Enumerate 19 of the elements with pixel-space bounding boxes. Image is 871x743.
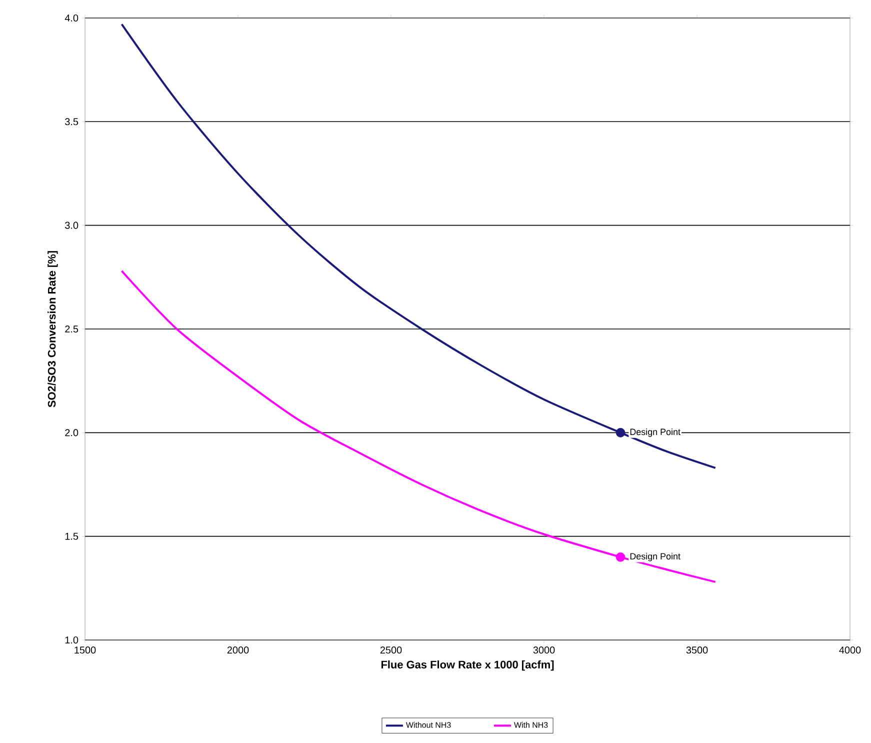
- x-tick-label: 1500: [74, 646, 96, 654]
- x-tick-label: 4000: [839, 646, 861, 654]
- line-series: [120, 23, 716, 469]
- y-tick-label: 1.0: [65, 636, 78, 644]
- x-axis-title: Flue Gas Flow Rate x 1000 [acfm]: [381, 660, 554, 671]
- x-tick-label: 3000: [533, 646, 555, 654]
- x-tick-label: 2500: [380, 646, 402, 654]
- y-tick-label: 4.0: [64, 14, 78, 22]
- y-tick-label: 3.5: [65, 118, 78, 126]
- y-tick-label: 3.0: [65, 222, 78, 229]
- y-tick-label: 2.5: [65, 325, 78, 333]
- line-series: [120, 270, 716, 583]
- x-tick-label: 2000: [227, 646, 249, 654]
- x-tick-label: 3500: [686, 646, 708, 654]
- annotation: Design Point: [630, 428, 680, 437]
- y-tick-label: 2.0: [65, 429, 78, 436]
- y-tick-label: 1.5: [65, 532, 78, 540]
- y-axis-title: SO2/SO3 Conversion Rate [%]: [48, 251, 58, 408]
- annotation: Design Point: [630, 552, 680, 562]
